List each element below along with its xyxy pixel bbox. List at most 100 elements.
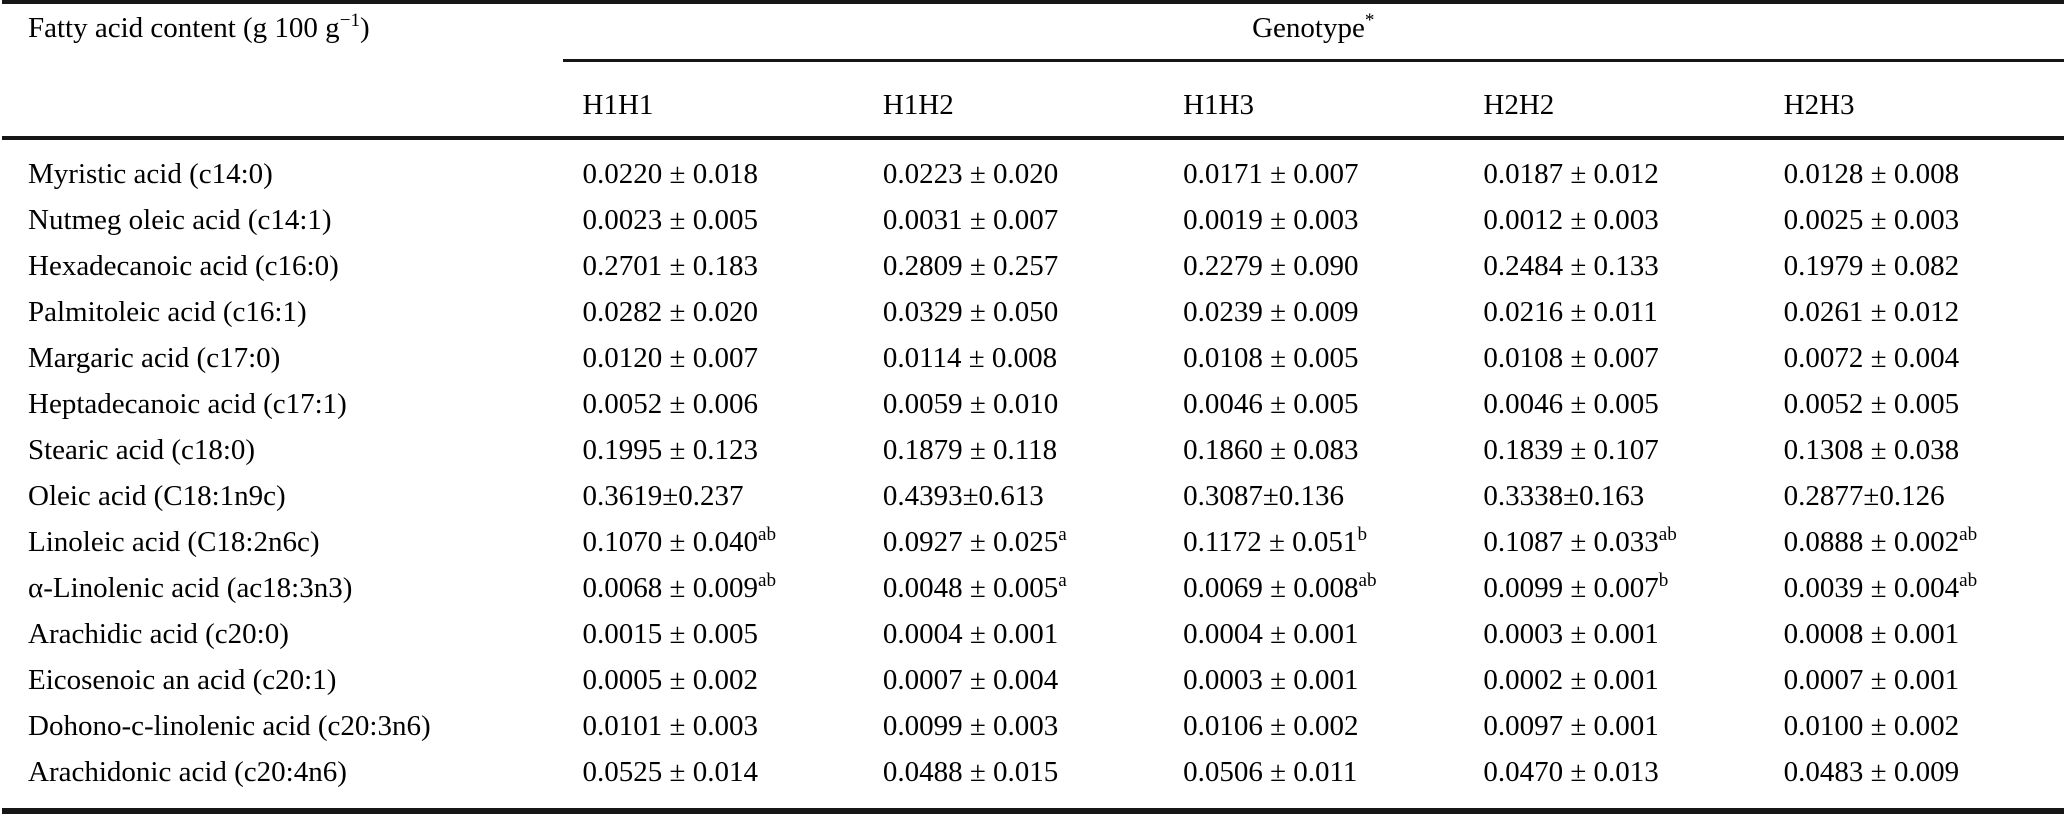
- value-text: 0.0068 ± 0.009: [582, 572, 758, 604]
- value-cell: 0.2279 ± 0.090: [1163, 243, 1463, 289]
- value-text: 0.0004 ± 0.001: [882, 618, 1059, 650]
- value-text: 0.0470 ± 0.013: [1483, 756, 1659, 788]
- value-cell: 0.0012 ± 0.003: [1463, 197, 1763, 243]
- value-text: 0.0120 ± 0.007: [582, 342, 758, 374]
- value-text: 0.0282 ± 0.020: [582, 296, 758, 328]
- value-cell: 0.0099 ± 0.003: [863, 703, 1163, 749]
- unit-exponent: −1: [339, 10, 361, 32]
- value-cell: 0.0015 ± 0.005: [563, 611, 863, 657]
- value-cell: 0.0052 ± 0.005: [1764, 381, 2064, 427]
- value-text: 0.0108 ± 0.007: [1483, 342, 1659, 374]
- corner-header-suffix: ): [360, 12, 370, 44]
- fatty-acid-label: Dohono-c-linolenic acid (c20:3n6): [28, 710, 431, 742]
- value-text: 0.1995 ± 0.123: [582, 434, 758, 466]
- table-row: Oleic acid (C18:1n9c) 0.3619±0.237 0.4393±…: [2, 473, 2064, 519]
- table-row: Hexadecanoic acid (c16:0) 0.2701 ± 0.183 0…: [2, 243, 2064, 289]
- table-row: Palmitoleic acid (c16:1) 0.0282 ± 0.020 0.…: [2, 289, 2064, 335]
- value-cell: 0.0106 ± 0.002: [1163, 703, 1463, 749]
- value-cell: 0.1860 ± 0.083: [1163, 427, 1463, 473]
- value-cell: 0.1879 ± 0.118: [863, 427, 1163, 473]
- value-cell: 0.1087 ± 0.033ab: [1463, 519, 1763, 565]
- table-row: Stearic acid (c18:0) 0.1995 ± 0.123 0.1879…: [2, 427, 2064, 473]
- value-text: 0.1087 ± 0.033: [1483, 526, 1659, 558]
- value-text: 0.2809 ± 0.257: [882, 250, 1059, 282]
- table-row: Margaric acid (c17:0) 0.0120 ± 0.007 0.011…: [2, 335, 2064, 381]
- value-cell: 0.0004 ± 0.001: [1163, 611, 1463, 657]
- value-text: 0.0002 ± 0.001: [1483, 664, 1659, 696]
- value-text: 0.0052 ± 0.006: [582, 388, 758, 420]
- value-cell: 0.0031 ± 0.007: [863, 197, 1163, 243]
- value-cell: 0.0261 ± 0.012: [1764, 289, 2064, 335]
- value-cell: 0.0101 ± 0.003: [563, 703, 863, 749]
- value-cell: 0.0488 ± 0.015: [863, 749, 1163, 811]
- value-cell: 0.1979 ± 0.082: [1764, 243, 2064, 289]
- genotype-group-header: Genotype*: [562, 2, 2064, 62]
- value-text: 0.1979 ± 0.082: [1783, 250, 1960, 282]
- value-cell: 0.0282 ± 0.020: [563, 289, 863, 335]
- value-text: 0.0261 ± 0.012: [1783, 296, 1960, 328]
- value-text: 0.0072 ± 0.004: [1783, 342, 1960, 374]
- value-cell: 0.0099 ± 0.007b: [1463, 565, 1763, 611]
- fatty-acid-label: Palmitoleic acid (c16:1): [28, 296, 307, 328]
- table-row: Nutmeg oleic acid (c14:1) 0.0023 ± 0.005 0…: [2, 197, 2064, 243]
- table-row: Myristic acid (c14:0) 0.0220 ± 0.018 0.022…: [2, 138, 2064, 197]
- value-cell: 0.0128 ± 0.008: [1764, 138, 2064, 197]
- corner-header-text: Fatty acid content (g 100 g: [28, 12, 340, 44]
- value-text: 0.0100 ± 0.002: [1783, 710, 1960, 742]
- significance-superscript: ab: [1358, 570, 1377, 592]
- value-cell: 0.0108 ± 0.005: [1163, 335, 1463, 381]
- value-text: 0.2279 ± 0.090: [1183, 250, 1359, 282]
- value-cell: 0.0888 ± 0.002ab: [1764, 519, 2064, 565]
- value-cell: 0.3619±0.237: [563, 473, 863, 519]
- value-cell: 0.1308 ± 0.038: [1764, 427, 2064, 473]
- genotype-col-header-h1h2: H1H2: [862, 60, 1164, 140]
- value-text: 0.0007 ± 0.001: [1783, 664, 1960, 696]
- value-text: 0.0031 ± 0.007: [882, 204, 1059, 236]
- value-cell: 0.0216 ± 0.011: [1463, 289, 1763, 335]
- value-cell: 0.0059 ± 0.010: [863, 381, 1163, 427]
- value-text: 0.1172 ± 0.051: [1183, 526, 1358, 558]
- value-text: 0.0007 ± 0.004: [882, 664, 1059, 696]
- fatty-acid-label: Stearic acid (c18:0): [28, 434, 256, 466]
- value-text: 0.0128 ± 0.008: [1783, 158, 1960, 190]
- value-cell: 0.2877±0.126: [1764, 473, 2064, 519]
- value-text: 0.0059 ± 0.010: [882, 388, 1059, 420]
- fatty-acid-label: Linoleic acid (C18:2n6c): [28, 526, 320, 558]
- column-header-row: H1H1 H1H2 H1H3 H2H2 H2H3: [2, 60, 2064, 140]
- fatty-acid-label: Eicosenoic an acid (c20:1): [28, 664, 337, 696]
- value-text: 0.0004 ± 0.001: [1183, 618, 1359, 650]
- value-text: 0.0097 ± 0.001: [1483, 710, 1659, 742]
- value-text: 0.0171 ± 0.007: [1183, 158, 1359, 190]
- significance-superscript: ab: [757, 570, 777, 592]
- value-cell: 0.1995 ± 0.123: [563, 427, 863, 473]
- value-text: 0.3338±0.163: [1483, 480, 1645, 512]
- value-text: 0.0927 ± 0.025: [882, 526, 1059, 558]
- value-text: 0.0506 ± 0.011: [1183, 756, 1358, 788]
- fatty-acid-label: Arachidonic acid (c20:4n6): [28, 756, 347, 788]
- value-cell: 0.0052 ± 0.006: [563, 381, 863, 427]
- value-cell: 0.0506 ± 0.011: [1163, 749, 1463, 811]
- value-cell: 0.0023 ± 0.005: [563, 197, 863, 243]
- value-text: 0.2877±0.126: [1783, 480, 1945, 512]
- table-body: Myristic acid (c14:0) 0.0220 ± 0.018 0.022…: [2, 138, 2064, 811]
- value-text: 0.0046 ± 0.005: [1483, 388, 1659, 420]
- value-cell: 0.0120 ± 0.007: [563, 335, 863, 381]
- value-cell: 0.0927 ± 0.025a: [863, 519, 1163, 565]
- value-text: 0.0220 ± 0.018: [582, 158, 758, 190]
- significance-superscript: b: [1357, 524, 1367, 546]
- value-text: 0.0005 ± 0.002: [582, 664, 758, 696]
- value-cell: 0.0069 ± 0.008ab: [1163, 565, 1463, 611]
- value-text: 0.0483 ± 0.009: [1783, 756, 1960, 788]
- value-cell: 0.2701 ± 0.183: [563, 243, 863, 289]
- value-text: 0.1860 ± 0.083: [1183, 434, 1359, 466]
- value-text: 0.0003 ± 0.001: [1483, 618, 1659, 650]
- value-text: 0.0329 ± 0.050: [882, 296, 1059, 328]
- value-cell: 0.2809 ± 0.257: [863, 243, 1163, 289]
- value-text: 0.1839 ± 0.107: [1483, 434, 1659, 466]
- significance-superscript: ab: [757, 524, 777, 546]
- value-cell: 0.0048 ± 0.005a: [863, 565, 1163, 611]
- genotype-footnote-asterisk: *: [1364, 10, 1375, 32]
- value-cell: 0.0239 ± 0.009: [1163, 289, 1463, 335]
- value-text: 0.0069 ± 0.008: [1183, 572, 1359, 604]
